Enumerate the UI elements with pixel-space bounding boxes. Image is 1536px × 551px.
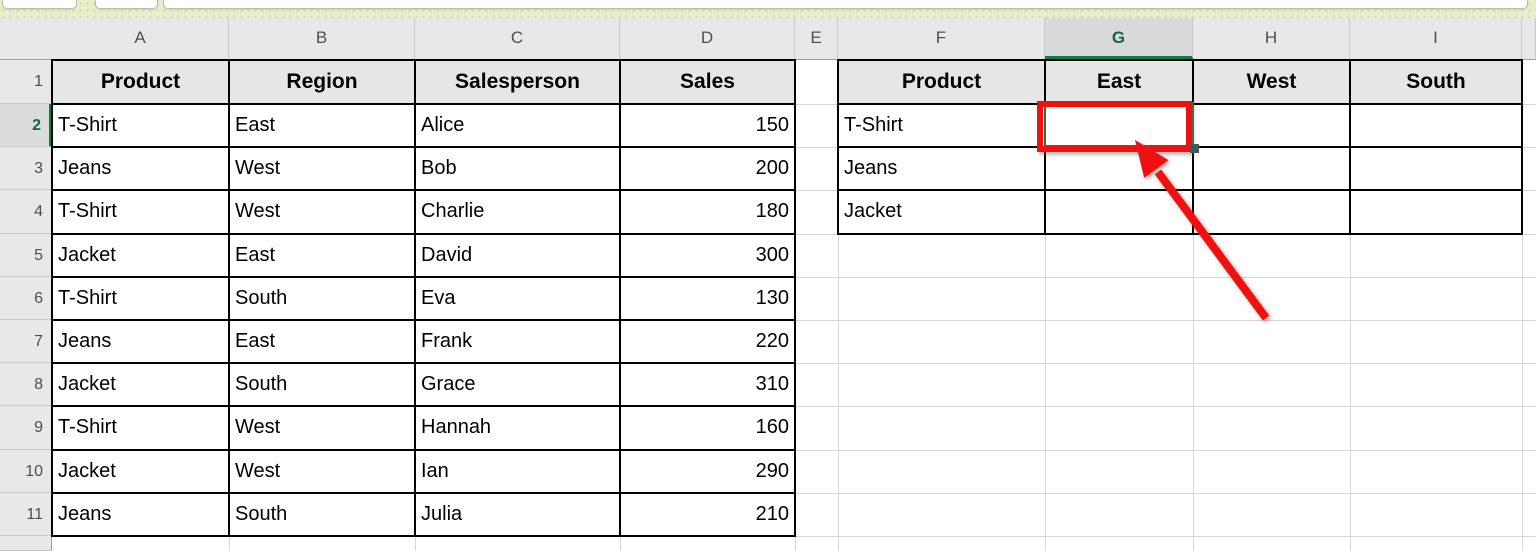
cell-F2[interactable]: T-Shirt: [837, 102, 1046, 149]
cell-D10[interactable]: 290: [619, 448, 796, 494]
annotation-highlight-rectangle: [1037, 101, 1192, 152]
cell-H2[interactable]: [1192, 102, 1351, 149]
insert-function-button[interactable]: [95, 0, 158, 9]
cell-C11[interactable]: Julia: [414, 491, 621, 537]
cell-A4[interactable]: T-Shirt: [51, 189, 230, 235]
cell-D8[interactable]: 310: [619, 362, 796, 408]
cell-C4[interactable]: Charlie: [414, 189, 621, 235]
cell-C2[interactable]: Alice: [414, 102, 621, 149]
cell-D1[interactable]: Sales: [619, 59, 796, 105]
column-header-B[interactable]: B: [229, 18, 415, 59]
cell-D5[interactable]: 300: [619, 232, 796, 278]
source-data-table: Product Region Salesperson Sales T-Shirt East…: [51, 59, 796, 537]
cell-C1[interactable]: Salesperson: [414, 59, 621, 105]
cell-C7[interactable]: Frank: [414, 318, 621, 365]
row-header-1[interactable]: 1: [0, 60, 52, 104]
cell-C5[interactable]: David: [414, 232, 621, 278]
cell-G4[interactable]: [1044, 189, 1194, 235]
column-header-C[interactable]: C: [415, 18, 620, 59]
column-header-I[interactable]: I: [1350, 18, 1522, 59]
cell-B8[interactable]: South: [228, 362, 416, 408]
cell-A6[interactable]: T-Shirt: [51, 275, 230, 321]
cell-B5[interactable]: East: [228, 232, 416, 278]
cell-D3[interactable]: 200: [619, 146, 796, 192]
column-header-sliver[interactable]: [1522, 18, 1536, 59]
cell-B3[interactable]: West: [228, 146, 416, 192]
cell-F3[interactable]: Jeans: [837, 146, 1046, 192]
cell-H1[interactable]: West: [1192, 59, 1351, 105]
fill-handle[interactable]: [1190, 144, 1199, 153]
cell-D7[interactable]: 220: [619, 318, 796, 365]
row-headers: 1 2 3 4 5 6 7 8 9 10 11: [0, 60, 52, 551]
cell-D11[interactable]: 210: [619, 491, 796, 537]
cell-A7[interactable]: Jeans: [51, 318, 230, 365]
formula-bar[interactable]: [163, 0, 1528, 9]
cell-G3[interactable]: [1044, 146, 1194, 192]
cell-F1[interactable]: Product: [837, 59, 1046, 105]
cell-H4[interactable]: [1192, 189, 1351, 235]
gridline: [1522, 60, 1523, 551]
cell-B9[interactable]: West: [228, 405, 416, 451]
row-header-2[interactable]: 2: [0, 104, 52, 148]
column-header-G[interactable]: G: [1045, 18, 1193, 59]
row-header-sliver[interactable]: [0, 536, 52, 551]
column-header-E[interactable]: E: [795, 18, 838, 59]
cell-A3[interactable]: Jeans: [51, 146, 230, 192]
column-header-F[interactable]: F: [838, 18, 1045, 59]
cell-D2[interactable]: 150: [619, 102, 796, 149]
column-header-A[interactable]: A: [52, 18, 229, 59]
cell-D9[interactable]: 160: [619, 405, 796, 451]
cell-I2[interactable]: [1349, 102, 1523, 149]
cell-D4[interactable]: 180: [619, 189, 796, 235]
cell-C10[interactable]: Ian: [414, 448, 621, 494]
cell-H3[interactable]: [1192, 146, 1351, 192]
cell-C8[interactable]: Grace: [414, 362, 621, 408]
cell-B6[interactable]: South: [228, 275, 416, 321]
cell-B10[interactable]: West: [228, 448, 416, 494]
row-header-5[interactable]: 5: [0, 233, 52, 277]
cell-A11[interactable]: Jeans: [51, 491, 230, 537]
cell-A5[interactable]: Jacket: [51, 232, 230, 278]
cell-G2[interactable]: [1044, 102, 1194, 149]
cell-G1[interactable]: East: [1044, 59, 1194, 105]
cell-A9[interactable]: T-Shirt: [51, 405, 230, 451]
cell-I3[interactable]: [1349, 146, 1523, 192]
cell-A1[interactable]: Product: [51, 59, 230, 105]
row-header-8[interactable]: 8: [0, 363, 52, 407]
cell-A2[interactable]: T-Shirt: [51, 102, 230, 149]
gridline: [838, 60, 839, 551]
cell-I1[interactable]: South: [1349, 59, 1523, 105]
row-header-6[interactable]: 6: [0, 276, 52, 320]
cell-C3[interactable]: Bob: [414, 146, 621, 192]
name-box[interactable]: [2, 0, 77, 9]
cell-C9[interactable]: Hannah: [414, 405, 621, 451]
cell-C6[interactable]: Eva: [414, 275, 621, 321]
gridline: [1045, 60, 1046, 551]
cell-D6[interactable]: 130: [619, 275, 796, 321]
cell-B7[interactable]: East: [228, 318, 416, 365]
cell-B2[interactable]: East: [228, 102, 416, 149]
cell-A8[interactable]: Jacket: [51, 362, 230, 408]
column-header-H[interactable]: H: [1193, 18, 1350, 59]
formula-bar-strip: [0, 0, 1536, 18]
row-header-9[interactable]: 9: [0, 406, 52, 450]
row-header-10[interactable]: 10: [0, 449, 52, 493]
row-header-7[interactable]: 7: [0, 320, 52, 364]
cell-F4[interactable]: Jacket: [837, 189, 1046, 235]
cell-A10[interactable]: Jacket: [51, 448, 230, 494]
row-header-11[interactable]: 11: [0, 492, 52, 536]
cell-I4[interactable]: [1349, 189, 1523, 235]
column-header-D[interactable]: D: [620, 18, 795, 59]
cell-B4[interactable]: West: [228, 189, 416, 235]
row-header-4[interactable]: 4: [0, 190, 52, 234]
cell-B11[interactable]: South: [228, 491, 416, 537]
row-header-3[interactable]: 3: [0, 147, 52, 191]
cell-B1[interactable]: Region: [228, 59, 416, 105]
gridline: [1350, 60, 1351, 551]
